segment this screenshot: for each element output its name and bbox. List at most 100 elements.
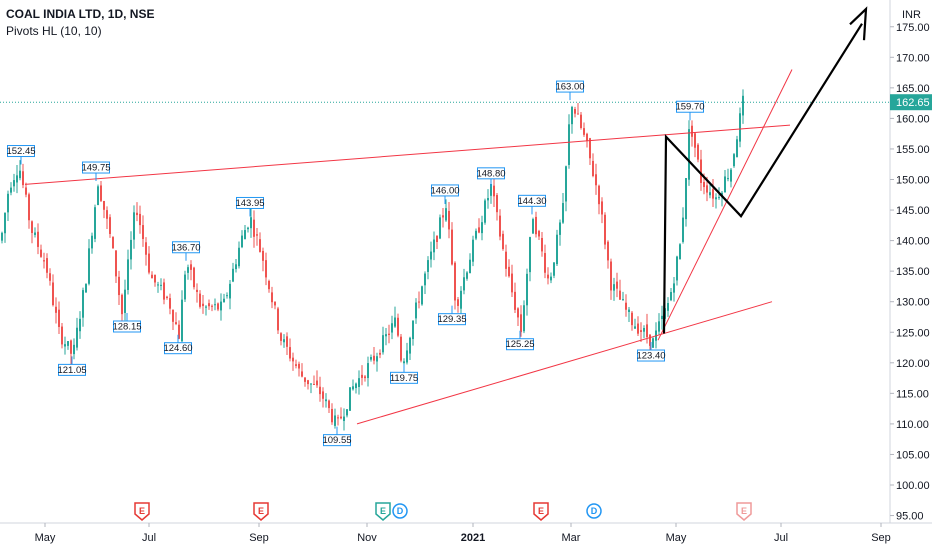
candle-body [601,201,603,215]
pivot-marker: 136.70 [171,241,201,261]
earnings-icon[interactable]: E [736,502,752,521]
candle [163,278,165,305]
candle-body [97,186,99,206]
y-tick-label: 95.00 [896,511,924,523]
candle-body [430,251,432,260]
candle-body [373,355,375,361]
candle-body [631,312,633,326]
candle [301,363,303,378]
candle-body [172,309,174,322]
candle [193,266,195,290]
dividend-icon[interactable]: D [392,503,408,519]
candle [253,210,255,248]
earnings-icon[interactable]: E [134,502,150,521]
candle [709,183,711,199]
candle-body [193,267,195,288]
candle [370,354,372,362]
candle [739,107,741,148]
pivot-box [172,241,200,254]
candle [289,338,291,362]
candle-body [709,192,711,196]
candle [412,319,414,346]
candle-body [493,185,495,197]
candle [223,293,225,303]
candle-body [637,323,639,334]
currency-label: INR [902,9,921,21]
candle [346,409,348,418]
candle-body [526,273,528,306]
y-tick-label: 120.00 [896,358,930,370]
pivot-marker: 124.60 [163,334,193,355]
candle [583,122,585,137]
pivot-box [637,349,665,362]
candle-body [124,289,126,313]
candle [397,313,399,338]
candle [640,322,642,342]
candle-body [490,184,492,196]
pivot-labels: 152.45 121.05 149.75 128.15 136.70 124.60 143.… [6,80,705,447]
candle [328,399,330,414]
earnings-shield [253,502,269,521]
candle [679,243,681,260]
indicator-legend[interactable]: Pivots HL (10, 10) [6,24,102,38]
earnings-icon[interactable]: E [253,502,269,521]
candle [169,293,171,315]
candle-body [166,296,168,298]
candle-body [151,274,153,279]
candle-body [673,283,675,293]
candle-body [358,378,360,387]
candle [190,260,192,281]
candle-body [187,267,189,273]
candle [448,202,450,239]
candle-body [427,260,429,272]
candle-body [337,417,339,419]
pivot-box [518,194,546,207]
candle [70,339,72,365]
candle-body [607,241,609,261]
event-label: E [258,506,264,516]
candle [151,271,153,279]
earnings-icon[interactable]: E [533,502,549,521]
candle [661,305,663,330]
dividend-icon[interactable]: D [586,503,602,519]
candle [307,379,309,390]
candle-body [535,216,537,235]
candle [43,252,45,269]
candle-body [130,239,132,260]
candle-body [334,415,336,426]
candle [61,323,63,349]
pivot-box [390,371,418,384]
candle [436,234,438,249]
candle-body [442,215,444,218]
candle-body [739,113,741,142]
candle [97,184,99,206]
candle-body [727,178,729,180]
candle-body [250,217,252,229]
candle [217,302,219,312]
candle [46,253,48,279]
candle-body [589,138,591,159]
candle [286,332,288,355]
symbol-title: COAL INDIA LTD, 1D, NSE [6,7,155,21]
candle [577,102,579,115]
candle [85,283,87,293]
candle [544,244,546,279]
pivot-box [438,313,466,326]
candle [616,272,618,298]
candle-body [550,276,552,281]
earnings-icon[interactable]: E [375,502,391,521]
candle-body [595,174,597,186]
candle-body [181,299,183,342]
candle-body [157,284,159,286]
candle-body [733,154,735,167]
x-tick-label: Sep [871,532,891,544]
candle [205,305,207,316]
candle [145,237,147,266]
candle-body [46,258,48,273]
candle [565,165,567,212]
candle-body [37,231,39,247]
candle-body [400,336,402,361]
candle [31,220,33,244]
candle-body [544,253,546,273]
